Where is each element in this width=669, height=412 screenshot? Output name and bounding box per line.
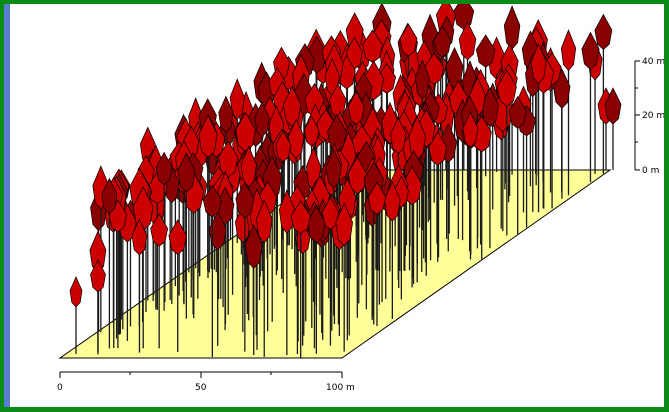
tree bbox=[69, 276, 83, 354]
tree-crown bbox=[229, 78, 245, 120]
tree-crown bbox=[321, 196, 340, 230]
tree-crown bbox=[198, 114, 218, 159]
tree bbox=[347, 156, 367, 318]
tree bbox=[307, 205, 326, 354]
tree bbox=[155, 151, 173, 311]
tree-crown bbox=[560, 29, 577, 72]
tree-crown bbox=[218, 140, 239, 178]
tree-crown bbox=[399, 23, 418, 57]
tree bbox=[101, 177, 118, 349]
tree-crown bbox=[508, 95, 527, 129]
tree bbox=[367, 181, 387, 327]
tree bbox=[335, 202, 353, 352]
stand-visualization-canvas: 40 m 20 m 0 m 0 50 100 m bbox=[10, 4, 664, 407]
tree-crown bbox=[208, 211, 227, 251]
tree-crown bbox=[496, 69, 517, 107]
tree-crown bbox=[581, 31, 600, 71]
tree-crown bbox=[503, 5, 521, 50]
forest-stand-scene: 40 m 20 m 0 m 0 50 100 m bbox=[57, 4, 664, 393]
tree bbox=[321, 196, 340, 346]
tree-crown bbox=[335, 202, 353, 247]
left-edge-strip bbox=[4, 4, 10, 407]
tree-crown bbox=[155, 151, 173, 186]
distance-tick-0: 0 bbox=[57, 383, 63, 393]
tree bbox=[150, 213, 169, 349]
tree-crown bbox=[202, 184, 222, 218]
height-tick-40: 40 m bbox=[642, 57, 664, 67]
tree-crown bbox=[414, 59, 430, 100]
tree bbox=[177, 152, 196, 319]
tree-crown bbox=[462, 111, 479, 148]
tree-crown bbox=[256, 198, 273, 244]
distance-tick-50: 50 bbox=[195, 383, 207, 393]
tree-crown bbox=[458, 21, 477, 61]
height-tick-0: 0 m bbox=[642, 166, 659, 176]
tree-crown bbox=[240, 145, 257, 188]
tree bbox=[530, 42, 547, 213]
tree-crown bbox=[390, 117, 407, 154]
height-tick-20: 20 m bbox=[642, 111, 664, 121]
tree-crown bbox=[325, 148, 342, 189]
tree-crown bbox=[428, 131, 447, 166]
tree-crown bbox=[475, 34, 496, 68]
tree-crown bbox=[177, 152, 196, 193]
height-scale: 40 m 20 m 0 m bbox=[634, 57, 664, 176]
tree-crown bbox=[530, 42, 547, 84]
tree-crown bbox=[288, 118, 305, 159]
distance-scale: 0 50 100 m bbox=[57, 371, 355, 393]
tree-crown bbox=[168, 219, 187, 256]
tree-layer bbox=[69, 4, 613, 358]
tree-crown bbox=[235, 111, 256, 152]
tree bbox=[244, 224, 263, 355]
tree bbox=[131, 218, 148, 353]
tree-crown bbox=[278, 189, 295, 234]
tree-crown bbox=[290, 200, 311, 234]
tree-crown bbox=[275, 130, 291, 163]
tree bbox=[508, 95, 527, 236]
tree bbox=[428, 131, 447, 262]
tree-crown bbox=[150, 213, 169, 247]
tree-crown bbox=[218, 95, 234, 133]
tree bbox=[90, 259, 106, 352]
tree-crown bbox=[90, 259, 106, 293]
tree bbox=[462, 111, 479, 260]
tree bbox=[581, 31, 600, 183]
tree-crown bbox=[347, 156, 367, 195]
tree bbox=[202, 184, 222, 358]
distance-tick-100: 100 m bbox=[326, 383, 355, 393]
tree-crown bbox=[283, 85, 302, 127]
tree-crown bbox=[594, 13, 613, 50]
tree bbox=[496, 69, 517, 236]
tree-crown bbox=[604, 87, 622, 125]
tree bbox=[278, 189, 295, 356]
tree-crown bbox=[453, 4, 475, 30]
tree-crown bbox=[69, 276, 83, 308]
tree-crown bbox=[367, 181, 387, 215]
tree bbox=[235, 181, 255, 352]
tree-crown bbox=[235, 181, 255, 219]
tree bbox=[384, 180, 401, 319]
tree-crown bbox=[433, 25, 452, 58]
reference-trees bbox=[597, 87, 622, 170]
tree bbox=[290, 200, 311, 358]
tree-crown bbox=[131, 218, 148, 256]
tree-crown bbox=[244, 224, 263, 269]
tree-crown bbox=[254, 101, 270, 138]
tree bbox=[208, 211, 227, 346]
tree-crown bbox=[101, 177, 118, 215]
tree-crown bbox=[348, 90, 365, 125]
tree bbox=[168, 219, 187, 353]
tree bbox=[256, 198, 273, 357]
tree bbox=[604, 87, 622, 170]
